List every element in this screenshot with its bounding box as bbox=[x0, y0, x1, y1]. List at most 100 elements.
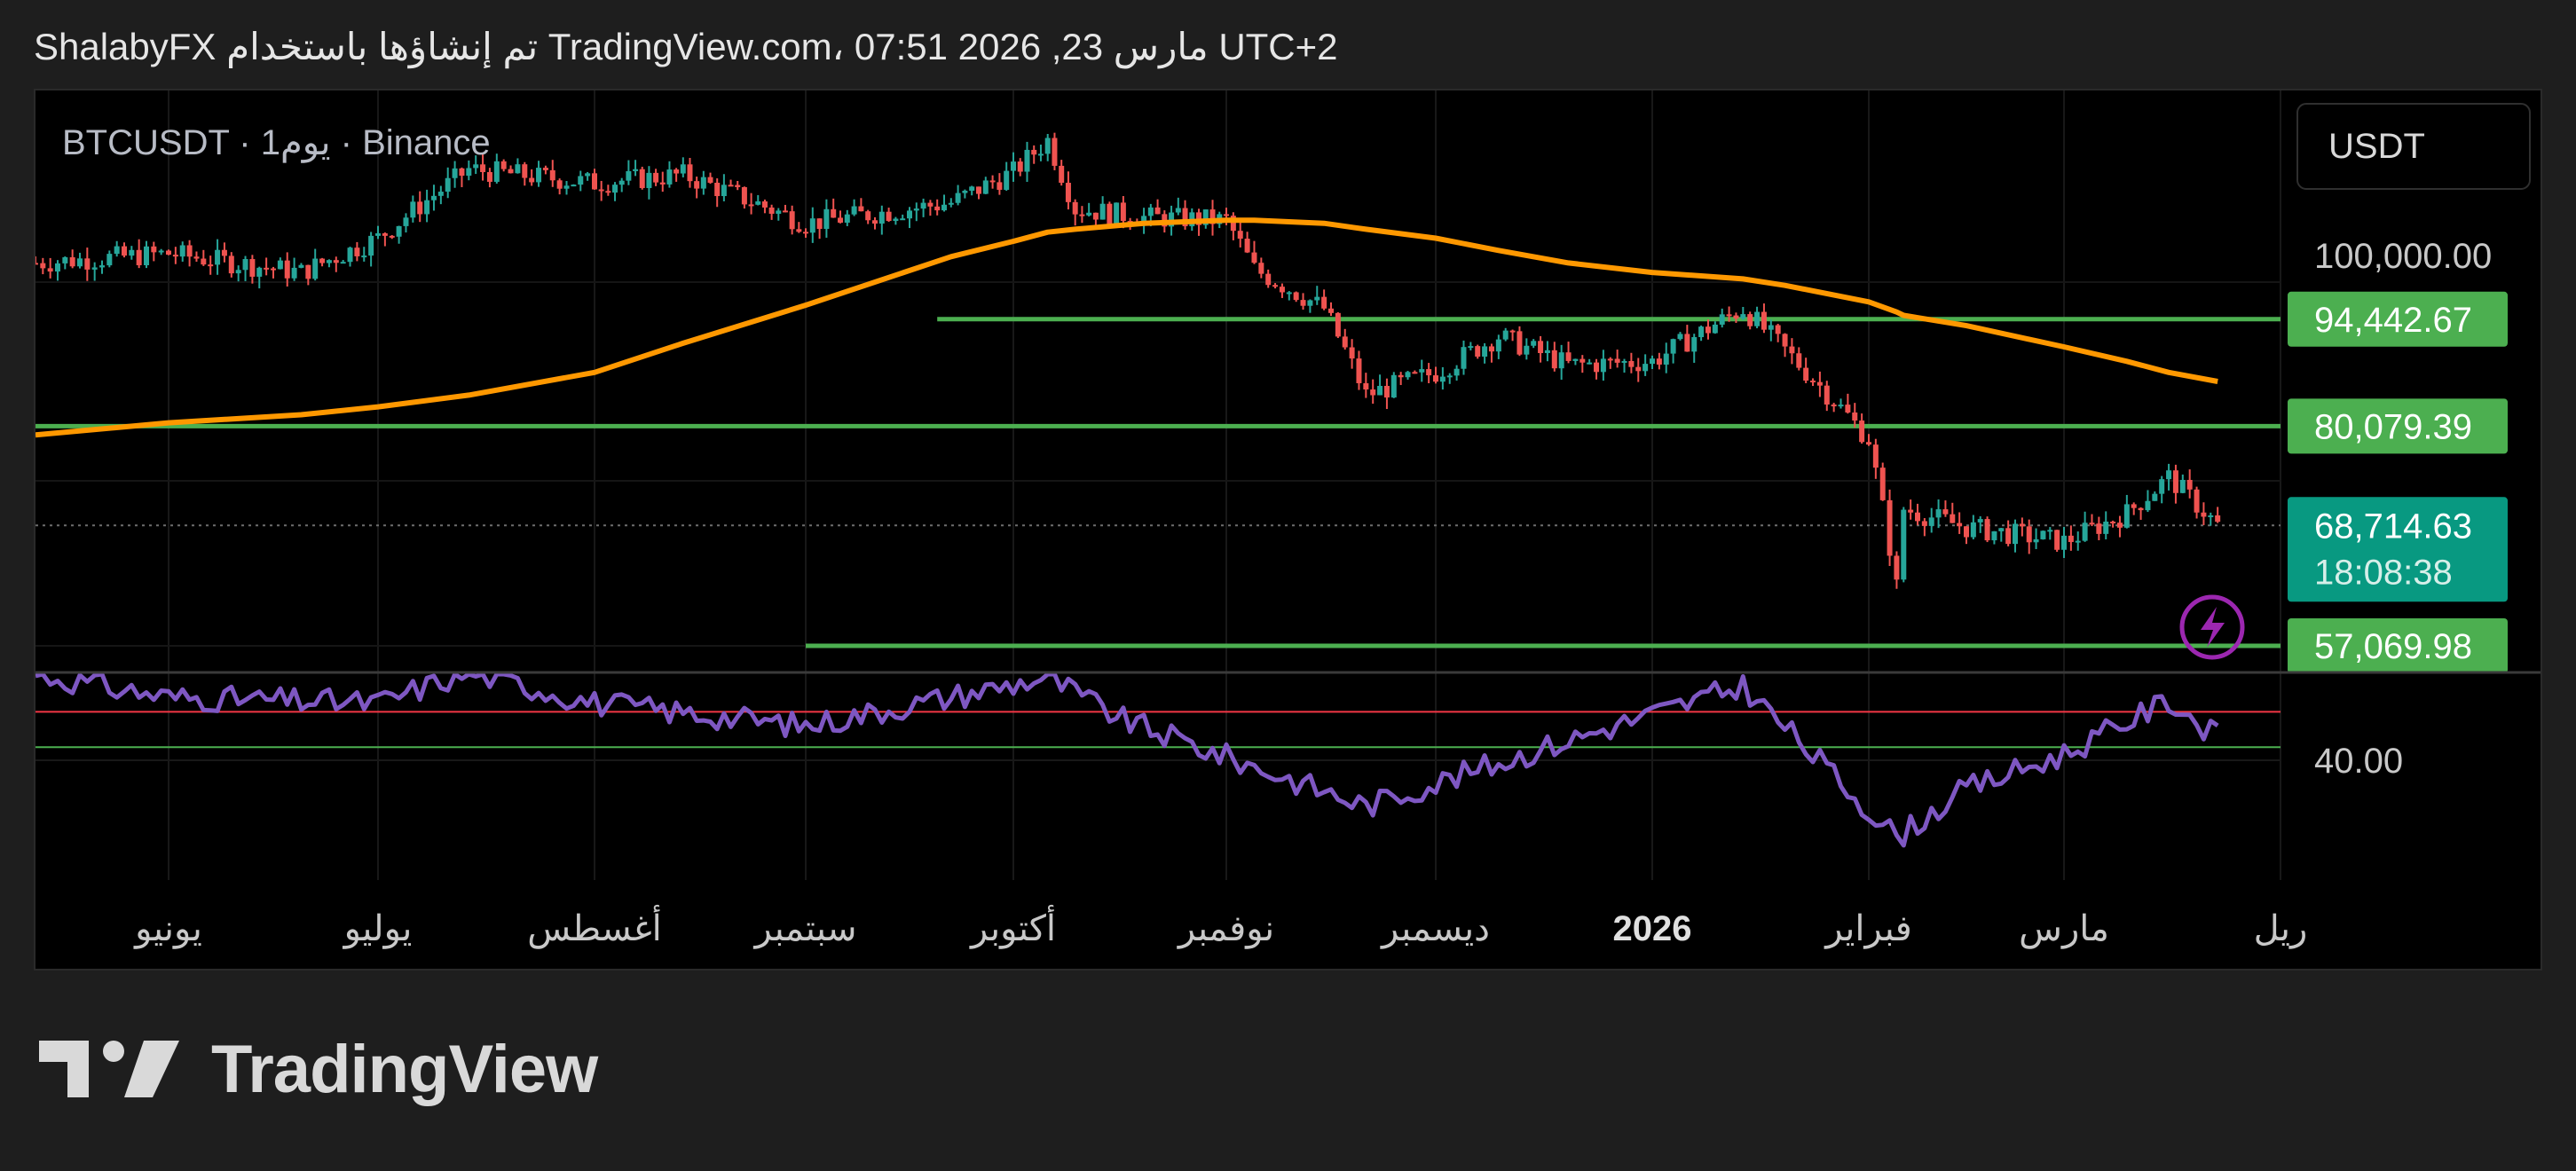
candle-body[interactable] bbox=[948, 202, 954, 205]
candle-body[interactable] bbox=[578, 176, 584, 185]
candle-body[interactable] bbox=[500, 161, 507, 169]
candle-body[interactable] bbox=[1859, 420, 1865, 443]
candle-body[interactable] bbox=[1390, 374, 1397, 398]
candle-body[interactable] bbox=[2110, 522, 2116, 524]
candle-body[interactable] bbox=[831, 208, 837, 218]
candle-body[interactable] bbox=[618, 180, 625, 185]
candle-body[interactable] bbox=[201, 258, 207, 265]
candle-body[interactable] bbox=[927, 202, 934, 207]
candle-body[interactable] bbox=[646, 172, 652, 188]
candle-body[interactable] bbox=[1154, 207, 1161, 215]
candle-body[interactable] bbox=[1169, 212, 1175, 227]
candle-body[interactable] bbox=[1635, 366, 1642, 372]
candle-body[interactable] bbox=[1286, 292, 1292, 295]
candle-body[interactable] bbox=[989, 180, 996, 183]
candle-body[interactable] bbox=[186, 245, 193, 257]
chart-canvas[interactable]: 100,000.00 94,442.67 80,079.39 57,069.98 68,… bbox=[35, 90, 2541, 969]
candle-body[interactable] bbox=[1099, 203, 1106, 220]
candle-body[interactable] bbox=[707, 177, 713, 183]
candle-body[interactable] bbox=[2201, 512, 2207, 517]
candle-body[interactable] bbox=[803, 232, 808, 234]
candle-body[interactable] bbox=[1209, 209, 1216, 224]
candle-body[interactable] bbox=[1120, 202, 1126, 222]
candle-body[interactable] bbox=[1852, 412, 1858, 421]
candle-body[interactable] bbox=[1747, 314, 1753, 326]
candle-body[interactable] bbox=[976, 186, 981, 194]
candle-body[interactable] bbox=[761, 201, 768, 208]
candle-body[interactable] bbox=[235, 270, 241, 274]
candle-body[interactable] bbox=[271, 268, 276, 271]
candle-body[interactable] bbox=[2138, 507, 2144, 511]
candle-body[interactable] bbox=[1957, 523, 1963, 527]
candle-body[interactable] bbox=[1114, 202, 1120, 224]
tradingview-brand[interactable]: TradingView bbox=[39, 1029, 598, 1109]
candle-body[interactable] bbox=[47, 268, 53, 272]
candle-body[interactable] bbox=[1691, 337, 1698, 352]
level-price-tag[interactable] bbox=[2288, 398, 2508, 454]
candle-body[interactable] bbox=[694, 181, 700, 189]
candle-body[interactable] bbox=[84, 258, 91, 270]
candle-body[interactable] bbox=[1803, 367, 1809, 381]
candle-body[interactable] bbox=[789, 211, 795, 230]
candle-body[interactable] bbox=[166, 250, 171, 255]
candle-body[interactable] bbox=[1614, 358, 1620, 363]
candle-body[interactable] bbox=[1092, 212, 1099, 220]
candle-body[interactable] bbox=[633, 169, 639, 171]
candle-body[interactable] bbox=[1824, 385, 1830, 405]
candle-body[interactable] bbox=[326, 260, 332, 263]
candle-body[interactable] bbox=[396, 225, 402, 237]
candle-body[interactable] bbox=[480, 164, 486, 172]
candle-body[interactable] bbox=[844, 214, 850, 224]
candle-body[interactable] bbox=[2019, 523, 2025, 527]
candle-body[interactable] bbox=[208, 264, 214, 267]
candle-body[interactable] bbox=[796, 229, 802, 232]
candle-body[interactable] bbox=[1377, 386, 1383, 396]
candle-body[interactable] bbox=[1964, 526, 1969, 538]
candle-body[interactable] bbox=[1307, 300, 1313, 306]
candle-body[interactable] bbox=[1086, 212, 1092, 216]
candle-body[interactable] bbox=[1782, 334, 1788, 347]
candle-body[interactable] bbox=[2208, 515, 2214, 517]
candle-body[interactable] bbox=[653, 172, 659, 183]
candle-body[interactable] bbox=[659, 182, 666, 185]
candle-body[interactable] bbox=[368, 235, 374, 256]
candle-body[interactable] bbox=[515, 164, 521, 174]
candle-body[interactable] bbox=[2145, 500, 2151, 511]
candle-body[interactable] bbox=[1538, 341, 1544, 354]
candle-body[interactable] bbox=[298, 264, 304, 268]
candle-body[interactable] bbox=[333, 260, 339, 263]
candle-body[interactable] bbox=[106, 254, 113, 266]
candle-body[interactable] bbox=[962, 190, 968, 193]
candle-body[interactable] bbox=[639, 169, 645, 188]
candle-body[interactable] bbox=[1879, 468, 1886, 500]
candle-body[interactable] bbox=[1426, 369, 1432, 376]
candle-body[interactable] bbox=[2047, 530, 2053, 532]
candle-body[interactable] bbox=[1004, 170, 1010, 190]
candle-body[interactable] bbox=[2054, 530, 2060, 550]
candle-body[interactable] bbox=[1831, 404, 1837, 407]
candle-body[interactable] bbox=[687, 164, 693, 182]
candle-body[interactable] bbox=[264, 267, 270, 270]
candle-body[interactable] bbox=[1872, 444, 1879, 468]
candle-body[interactable] bbox=[838, 217, 843, 224]
candle-body[interactable] bbox=[1894, 555, 1900, 580]
candle-body[interactable] bbox=[99, 265, 105, 268]
candle-body[interactable] bbox=[424, 200, 430, 215]
candle-body[interactable] bbox=[1175, 208, 1181, 213]
candle-body[interactable] bbox=[2068, 535, 2074, 542]
candle-body[interactable] bbox=[2172, 470, 2178, 493]
candle-body[interactable] bbox=[1244, 239, 1250, 253]
candle-body[interactable] bbox=[1412, 372, 1418, 374]
chart-panel[interactable]: 100,000.00 94,442.67 80,079.39 57,069.98 68,… bbox=[34, 89, 2542, 971]
candle-body[interactable] bbox=[1670, 339, 1676, 354]
candle-body[interactable] bbox=[2186, 479, 2193, 490]
candle-body[interactable] bbox=[1977, 519, 1983, 523]
candle-body[interactable] bbox=[816, 218, 823, 230]
candle-body[interactable] bbox=[35, 263, 38, 265]
candle-body[interactable] bbox=[1663, 353, 1669, 365]
candle-body[interactable] bbox=[556, 180, 563, 189]
candle-body[interactable] bbox=[721, 185, 727, 197]
level-price-tag[interactable] bbox=[2288, 291, 2508, 347]
candle-body[interactable] bbox=[1482, 346, 1488, 358]
candle-body[interactable] bbox=[508, 169, 514, 174]
